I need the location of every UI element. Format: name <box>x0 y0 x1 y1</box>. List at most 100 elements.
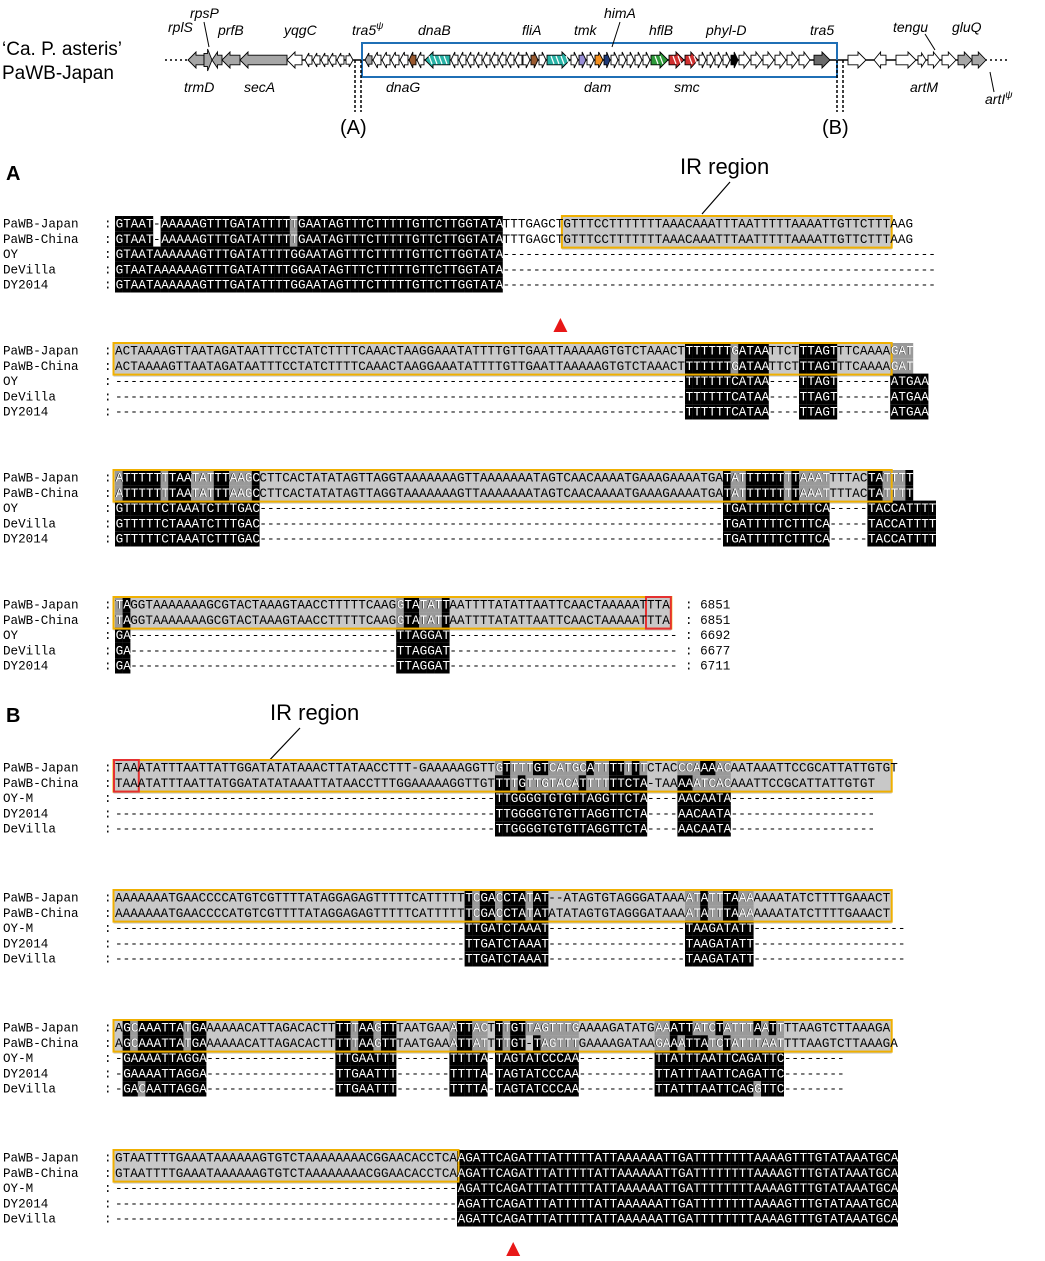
conserved-residue: T <box>526 1167 534 1181</box>
residue-shade <box>115 531 123 547</box>
residue-shade <box>419 216 427 232</box>
residue-shade <box>677 1195 686 1212</box>
conserved-residue: T <box>541 937 549 951</box>
conserved-residue: C <box>625 792 633 806</box>
conserved-residue: T <box>777 502 785 516</box>
residue-shade <box>236 231 245 247</box>
residue-shade <box>776 1020 784 1036</box>
residue-shade <box>723 531 731 547</box>
conserved-residue: T <box>929 517 937 531</box>
residue-shade <box>563 1065 572 1082</box>
residue-shade <box>206 500 214 516</box>
gene-insert-6-arrow-stripe <box>433 55 438 65</box>
residue-shade <box>738 404 746 420</box>
conserved-residue: T <box>739 1037 747 1051</box>
residue-shade <box>137 1081 146 1097</box>
conserved-residue: T <box>769 533 777 547</box>
conserved-residue: T <box>724 1197 732 1211</box>
conserved-residue: A <box>731 937 739 951</box>
conserved-residue: G <box>397 599 405 613</box>
residue-shade <box>198 231 207 247</box>
conserved-residue: A <box>412 644 420 658</box>
residue-shade <box>115 246 123 262</box>
conserved-residue: A <box>245 533 253 547</box>
conserved-residue: G <box>678 1152 686 1166</box>
conserved-residue: T <box>465 937 473 951</box>
conserved-residue: T <box>663 1152 671 1166</box>
residue-shade <box>555 821 564 837</box>
conserved-residue: T <box>686 375 694 389</box>
conserved-residue: T <box>146 517 154 531</box>
residue-shade <box>685 951 693 967</box>
conserved-residue: G <box>496 762 504 776</box>
residue-shade <box>267 231 275 247</box>
residue-shade <box>297 216 306 232</box>
residue-shade <box>510 1035 518 1051</box>
residue-shade <box>829 373 838 389</box>
conserved-residue: T <box>906 345 914 359</box>
conserved-residue: T <box>579 1182 587 1196</box>
residue-shade <box>464 231 473 247</box>
residue-shade <box>571 1195 579 1212</box>
residue-shade <box>837 1165 845 1181</box>
conserved-residue: A <box>807 487 815 501</box>
conserved-residue: T <box>123 218 131 232</box>
residue-shade <box>434 216 442 232</box>
residue-shade <box>153 515 161 532</box>
residue-shade <box>692 1020 701 1036</box>
conserved-residue: T <box>404 644 412 658</box>
residue-shade <box>692 1050 701 1066</box>
conserved-residue: T <box>222 218 230 232</box>
residue-shade <box>548 1050 556 1066</box>
residue-shade <box>206 277 214 293</box>
conserved-residue: T <box>686 1037 694 1051</box>
conserved-residue: T <box>602 777 610 791</box>
residue-shade <box>198 1065 207 1082</box>
conserved-residue: T <box>556 1037 564 1051</box>
sequence-name: PaWB-Japan <box>3 1022 79 1036</box>
conserved-residue: A <box>830 1182 838 1196</box>
conserved-residue: T <box>146 263 154 277</box>
residue-shade <box>768 500 777 516</box>
conserved-residue: A <box>701 762 709 776</box>
residue-shade <box>753 1020 762 1036</box>
conserved-residue: T <box>268 233 276 247</box>
residue-shade <box>791 515 800 532</box>
conserved-residue: T <box>716 1083 724 1097</box>
gene-insert-12-arrow <box>490 51 499 69</box>
conserved-residue: A <box>640 792 648 806</box>
residue-shade <box>905 500 914 516</box>
conserved-residue: T <box>724 1213 732 1227</box>
conserved-residue: T <box>222 487 230 501</box>
residue-shade <box>396 246 404 262</box>
conserved-residue: T <box>458 1052 466 1066</box>
conserved-residue: T <box>496 777 504 791</box>
conserved-residue: T <box>746 1022 754 1036</box>
sequence-name: DY2014 <box>3 1197 48 1211</box>
conserved-residue: T <box>534 1152 542 1166</box>
residue-shade <box>548 775 556 791</box>
sequence-residues: GA-----------------------------------TTA… <box>115 660 677 674</box>
conserved-residue: C <box>496 907 504 921</box>
conserved-residue: T <box>541 1152 549 1166</box>
residue-shade <box>783 1180 792 1196</box>
residue-shade <box>381 1035 389 1051</box>
residue-shade <box>578 1150 587 1166</box>
residue-shade <box>282 246 290 262</box>
residue-shade <box>358 1020 366 1036</box>
residue-shade <box>783 515 792 532</box>
residue-shade <box>533 1165 541 1181</box>
residue-shade <box>175 500 184 516</box>
conserved-residue: T <box>716 1067 724 1081</box>
residue-shade <box>495 261 503 278</box>
conserved-residue: T <box>465 1052 473 1066</box>
sequence-name-separator: : <box>104 1213 112 1227</box>
conserved-residue: T <box>534 1052 542 1066</box>
conserved-residue: T <box>746 1037 754 1051</box>
residue-shade <box>609 790 617 806</box>
conserved-residue: T <box>579 807 587 821</box>
residue-shade <box>555 1180 564 1196</box>
residue-shade <box>305 231 313 247</box>
conserved-residue: T <box>397 218 405 232</box>
conserved-residue: A <box>876 472 884 486</box>
